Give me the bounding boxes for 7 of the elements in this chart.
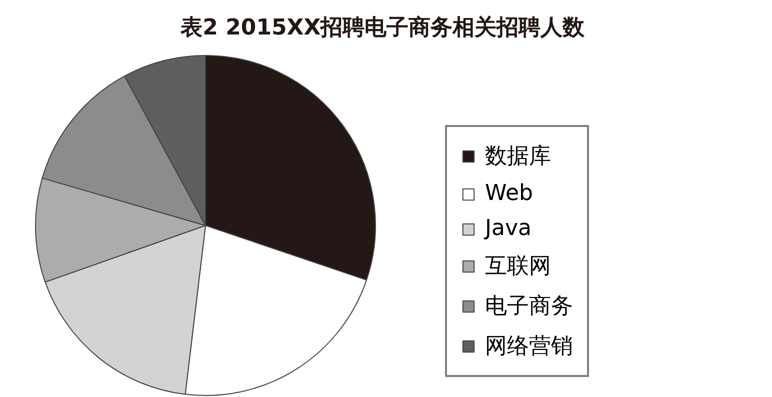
legend-label: Web [485,181,533,206]
legend-label: 网络营销 [485,333,573,361]
chart-title: 表2 2015XX招聘电子商务相关招聘人数 [180,14,586,40]
legend-label: Java [485,216,532,241]
legend-label: 电子商务 [485,293,573,321]
legend-label: 互联网 [485,253,551,281]
legend-label: 数据库 [485,143,551,171]
